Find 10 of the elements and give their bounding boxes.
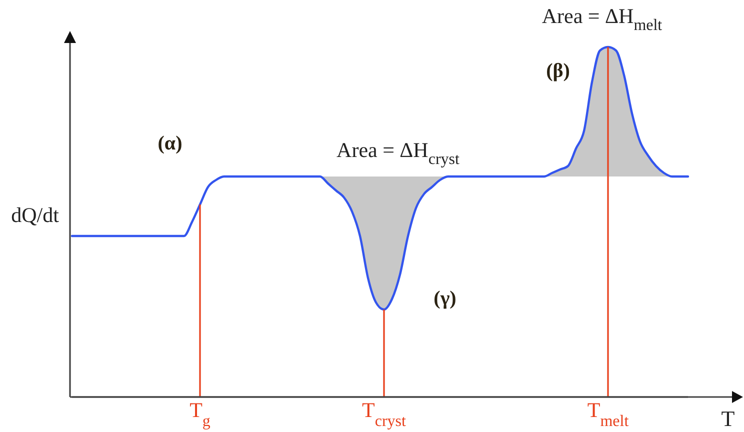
x-tick-label: T$_{melt}$: [587, 398, 630, 430]
x-tick-label: T$_{cryst}$: [362, 398, 407, 430]
y-axis-title: dQ/dt: [11, 203, 60, 227]
annotation: Area = ΔH$_{melt}$: [542, 4, 663, 34]
x-axis-title: T: [721, 406, 736, 431]
annotation: (α): [158, 132, 182, 154]
annotation: Area = ΔH$_{cryst}$: [336, 138, 460, 168]
annotation: (β): [546, 60, 570, 82]
annotation: (γ): [434, 287, 456, 310]
x-tick-label: T$_{g}$: [190, 398, 210, 430]
